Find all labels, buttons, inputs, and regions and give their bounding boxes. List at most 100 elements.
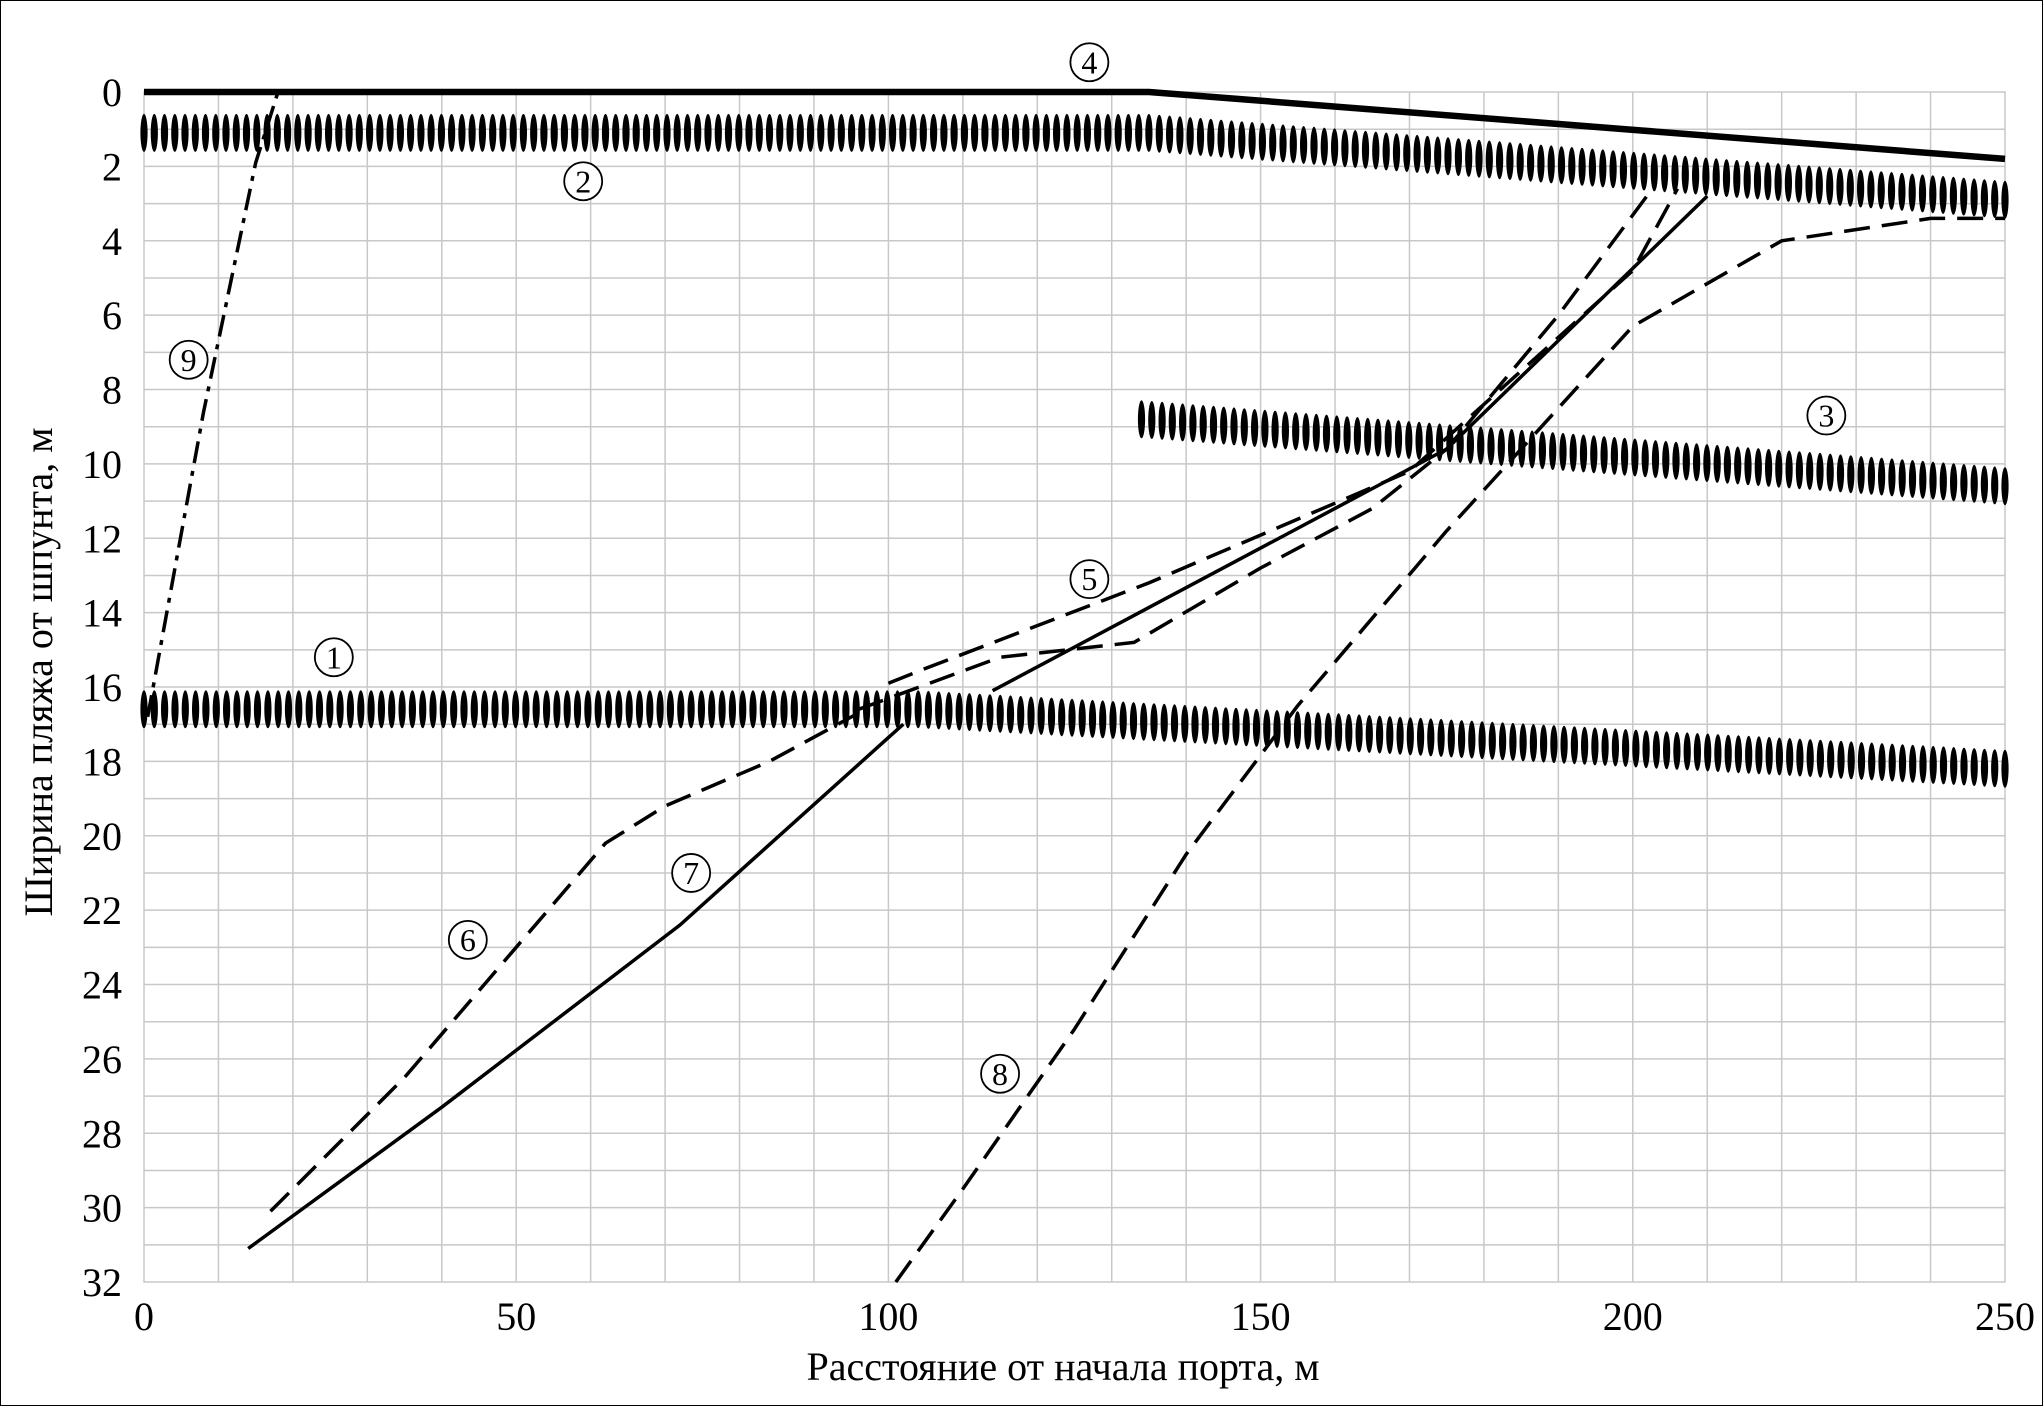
- hatch-mark: [1242, 708, 1250, 747]
- label-circle: [1806, 395, 1847, 436]
- hatch-mark: [1454, 138, 1462, 177]
- hatch-mark: [1179, 403, 1187, 442]
- hatch-mark: [1950, 463, 1958, 502]
- hatch-mark: [1650, 153, 1658, 192]
- hatch-mark: [325, 113, 333, 152]
- hatch-mark: [1909, 744, 1917, 783]
- hatch-mark: [1509, 722, 1517, 761]
- hatch-mark: [1579, 434, 1588, 473]
- hatch-mark: [355, 113, 363, 152]
- hatch-mark: [930, 113, 938, 152]
- hatch-mark: [1211, 706, 1220, 745]
- hatch-mark: [1444, 137, 1452, 176]
- y-tick-label: 2: [102, 144, 122, 189]
- hatch-mark: [1488, 721, 1496, 760]
- hatch-mark: [439, 690, 447, 729]
- series-4-solid-thick: [144, 88, 2006, 163]
- hatch-mark: [1929, 461, 1937, 500]
- hatch-mark: [1129, 702, 1138, 741]
- hatch-mark: [222, 113, 230, 152]
- hatch-mark: [1220, 406, 1228, 445]
- hatch-mark: [345, 113, 353, 152]
- hatch-mark: [284, 113, 292, 152]
- hatch-mark: [1160, 703, 1168, 742]
- y-tick-label: 12: [82, 516, 122, 561]
- hatch-mark: [1047, 697, 1056, 736]
- hatch-mark: [1293, 711, 1302, 750]
- hatch-mark: [1238, 121, 1246, 160]
- hatch-mark: [1207, 118, 1215, 157]
- hatch-mark: [1796, 738, 1804, 777]
- hatch-mark: [811, 690, 819, 729]
- hatch-mark: [745, 113, 753, 152]
- x-axis-title: Расстояние от начала порта, м: [806, 1344, 1319, 1389]
- hatch-mark: [212, 113, 220, 152]
- hatch-mark: [780, 690, 788, 729]
- series-3-hatched: [1137, 400, 2009, 506]
- series-9-dash-dot: [145, 91, 280, 718]
- hatch-mark: [253, 690, 262, 729]
- hatch-mark: [790, 690, 798, 729]
- hatch-mark: [1189, 404, 1197, 443]
- series-label-1: 1: [313, 637, 354, 678]
- hatch-mark: [1847, 455, 1855, 494]
- hatch-mark: [1496, 141, 1504, 180]
- hatch-mark: [1528, 430, 1536, 469]
- hatch-mark: [511, 690, 520, 729]
- hatch-mark: [642, 113, 651, 152]
- series-label-6: 6: [447, 919, 488, 960]
- hatch-mark: [663, 113, 671, 152]
- hatch-mark: [755, 113, 763, 152]
- hatch-mark: [863, 690, 871, 729]
- hatch-mark: [1155, 114, 1163, 153]
- hatch-mark: [468, 113, 476, 152]
- hatch-mark: [1630, 151, 1638, 190]
- hatch-mark: [408, 690, 416, 729]
- hatch-mark: [376, 113, 384, 152]
- hatch-mark: [1376, 715, 1384, 754]
- hatch-mark: [1273, 710, 1281, 748]
- hatch-mark: [1140, 702, 1148, 741]
- hatch-mark: [1786, 738, 1794, 776]
- hatch-mark: [581, 113, 589, 152]
- hatch-mark: [1499, 722, 1507, 761]
- hatch-mark: [1252, 708, 1261, 747]
- hatch-mark: [1124, 113, 1132, 152]
- hatch-mark: [274, 690, 282, 729]
- series-2-hatched: [140, 113, 2009, 219]
- label-circle: [980, 1053, 1020, 1094]
- hatch-mark: [1341, 129, 1349, 168]
- hatch-mark: [295, 690, 303, 729]
- hatch-mark: [1271, 410, 1279, 449]
- x-tick-label: 150: [1231, 1294, 1291, 1339]
- hatch-mark: [1374, 418, 1382, 457]
- hatch-mark: [563, 690, 571, 729]
- hatch-mark: [448, 113, 456, 152]
- hatch-mark: [1991, 180, 1999, 218]
- hatch-mark: [367, 690, 375, 729]
- hatch-mark: [1232, 707, 1240, 746]
- hatch-mark: [1734, 735, 1742, 774]
- hatch-mark: [1032, 113, 1040, 152]
- hatch-mark: [1382, 132, 1390, 171]
- hatch-mark: [1877, 171, 1885, 210]
- hatch-mark: [478, 113, 486, 152]
- hatch-mark: [653, 113, 661, 152]
- hatch-mark: [491, 690, 499, 729]
- hatch-mark: [357, 690, 365, 729]
- hatch-mark: [1703, 444, 1711, 483]
- hatch-mark: [346, 690, 354, 729]
- hatch-mark: [1723, 445, 1731, 484]
- hatch-mark: [1683, 732, 1691, 771]
- hatch-mark: [2001, 749, 2009, 788]
- hatch-mark: [1073, 113, 1081, 152]
- hatch-mark: [1458, 720, 1466, 759]
- hatch-mark: [1878, 457, 1886, 496]
- hatch-mark: [181, 113, 189, 152]
- hatch-mark: [1230, 407, 1238, 446]
- hatch-mark: [1887, 172, 1896, 210]
- hatch-mark: [1568, 147, 1576, 185]
- hatch-mark: [1292, 412, 1300, 451]
- hatch-mark: [950, 113, 958, 152]
- y-tick-label: 20: [82, 814, 122, 859]
